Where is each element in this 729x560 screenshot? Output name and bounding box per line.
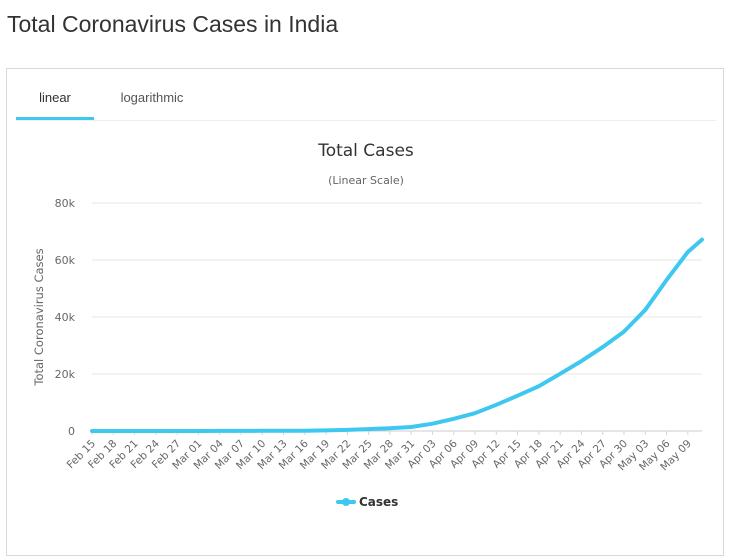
chart-panel: linear logarithmic bbox=[6, 68, 724, 556]
chart-title: Total Cases bbox=[317, 141, 414, 161]
y-tick-label: 20k bbox=[55, 368, 76, 381]
tab-linear[interactable]: linear bbox=[16, 81, 94, 120]
legend[interactable]: Cases bbox=[336, 495, 398, 509]
legend-label-cases[interactable]: Cases bbox=[359, 495, 398, 509]
y-tick-label: 60k bbox=[55, 254, 76, 267]
chart-subtitle: (Linear Scale) bbox=[328, 174, 404, 187]
y-tick-label: 40k bbox=[55, 311, 76, 324]
y-tick-label: 0 bbox=[68, 425, 75, 438]
legend-marker-dot bbox=[342, 498, 350, 506]
page-title: Total Coronavirus Cases in India bbox=[7, 11, 339, 37]
tab-logarithmic[interactable]: logarithmic bbox=[120, 90, 184, 105]
y-tick-label: 80k bbox=[55, 197, 76, 210]
y-axis-label: Total Coronavirus Cases bbox=[32, 248, 46, 386]
scale-tabs: linear logarithmic bbox=[16, 81, 716, 121]
series-line-cases[interactable] bbox=[90, 237, 704, 433]
